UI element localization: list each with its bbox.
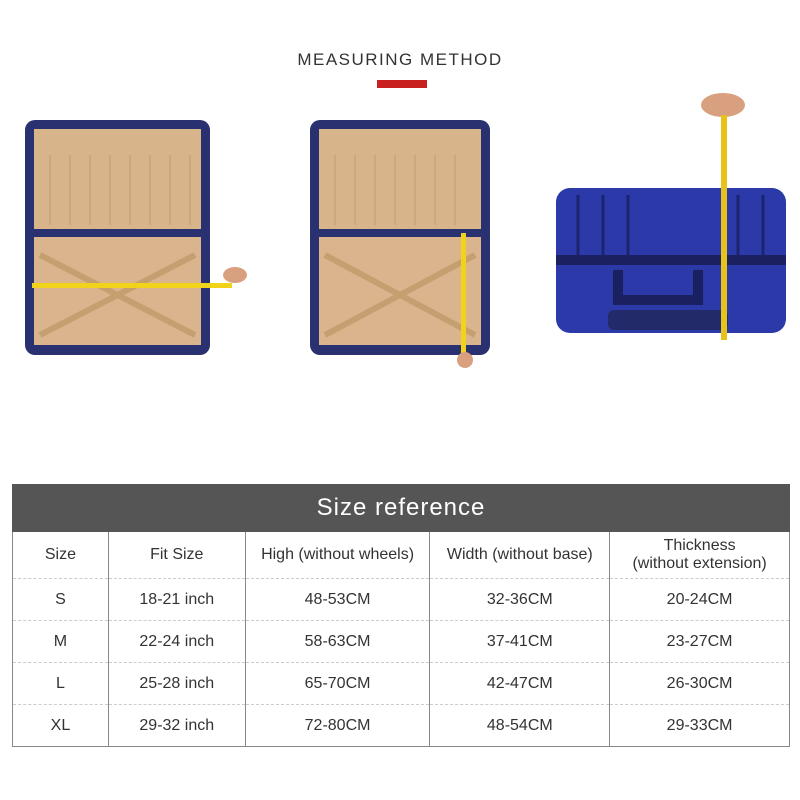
thickness-cell: 29-33CM (609, 704, 790, 747)
fit-size-cell: 22-24 inch (107, 620, 246, 663)
width-cell: 48-54CM (429, 704, 611, 747)
title-accent-bar (377, 80, 427, 88)
measuring-method-title: MEASURING METHOD (297, 50, 503, 69)
column-header-fit-size: Fit Size (107, 532, 246, 579)
table-row: M 22-24 inch 58-63CM 37-41CM 23-27CM (12, 620, 790, 663)
width-cell: 42-47CM (429, 662, 611, 705)
size-cell: S (12, 578, 109, 621)
high-cell: 48-53CM (244, 578, 431, 621)
open-suitcase-height-measurement-photo (310, 120, 490, 368)
thickness-cell: 20-24CM (609, 578, 790, 621)
high-cell: 65-70CM (244, 662, 431, 705)
thickness-cell: 23-27CM (609, 620, 790, 663)
column-header-width: Width (without base) (429, 532, 611, 579)
high-cell: 58-63CM (244, 620, 431, 663)
fit-size-cell: 29-32 inch (107, 704, 246, 747)
size-reference-title: Size reference (12, 484, 790, 532)
thickness-label: Thickness (663, 537, 736, 554)
table-row: XL 29-32 inch 72-80CM 48-54CM 29-33CM (12, 704, 790, 747)
table-header-row: Size Fit Size High (without wheels) Widt… (12, 532, 790, 579)
size-cell: XL (12, 704, 109, 747)
size-reference-table: Size reference Size Fit Size High (witho… (12, 484, 790, 747)
table-row: L 25-28 inch 65-70CM 42-47CM 26-30CM (12, 662, 790, 705)
high-cell: 72-80CM (244, 704, 431, 747)
column-header-size: Size (12, 532, 109, 579)
thickness-sublabel: (without extension) (632, 555, 767, 572)
open-suitcase-width-measurement-photo (25, 120, 247, 355)
closed-suitcase-thickness-measurement-photo (556, 93, 786, 340)
size-cell: L (12, 662, 109, 705)
width-cell: 32-36CM (429, 578, 611, 621)
column-header-thickness: Thickness (without extension) (609, 532, 790, 579)
thickness-cell: 26-30CM (609, 662, 790, 705)
fit-size-cell: 18-21 inch (107, 578, 246, 621)
column-header-high: High (without wheels) (244, 532, 431, 579)
fit-size-cell: 25-28 inch (107, 662, 246, 705)
width-cell: 37-41CM (429, 620, 611, 663)
size-cell: M (12, 620, 109, 663)
table-row: S 18-21 inch 48-53CM 32-36CM 20-24CM (12, 578, 790, 621)
